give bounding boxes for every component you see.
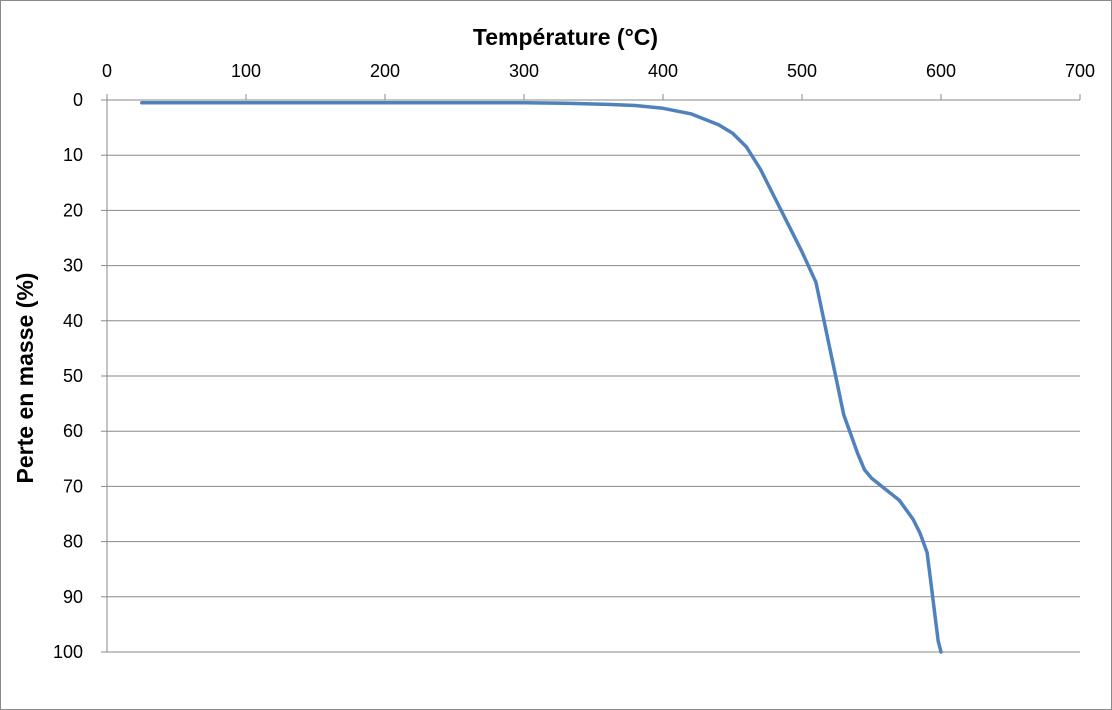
- y-tick-label-0: 0: [73, 90, 83, 110]
- gridlines: [107, 99, 1080, 653]
- y-tick-label-10: 10: [63, 145, 83, 165]
- y-axis-title: Perte en masse (%): [12, 273, 38, 484]
- y-tick-label-50: 50: [63, 366, 83, 386]
- series-line-0: [140, 101, 943, 654]
- series-group: [140, 101, 943, 654]
- x-tick-label-300: 300: [509, 61, 539, 81]
- x-tick-label-0: 0: [102, 61, 112, 81]
- x-tick-label-500: 500: [787, 61, 817, 81]
- y-tick-label-80: 80: [63, 532, 83, 552]
- y-tick-label-30: 30: [63, 256, 83, 276]
- x-tick-label-200: 200: [370, 61, 400, 81]
- x-tick-label-400: 400: [648, 61, 678, 81]
- x-axis-ticks: 0 100 200 300 400 500 600 700: [102, 61, 1095, 100]
- y-tick-label-40: 40: [63, 311, 83, 331]
- x-tick-label-100: 100: [231, 61, 261, 81]
- y-tick-label-70: 70: [63, 476, 83, 496]
- y-tick-label-20: 20: [63, 200, 83, 220]
- y-tick-label-100: 100: [53, 642, 83, 662]
- y-tick-label-60: 60: [63, 421, 83, 441]
- x-tick-label-600: 600: [926, 61, 956, 81]
- y-tick-label-90: 90: [63, 587, 83, 607]
- x-axis-title: Température (°C): [473, 24, 658, 50]
- y-axis-ticks: 0 10 20 30 40 50 60 70 80 90 100: [53, 90, 107, 662]
- x-tick-label-700: 700: [1065, 61, 1095, 81]
